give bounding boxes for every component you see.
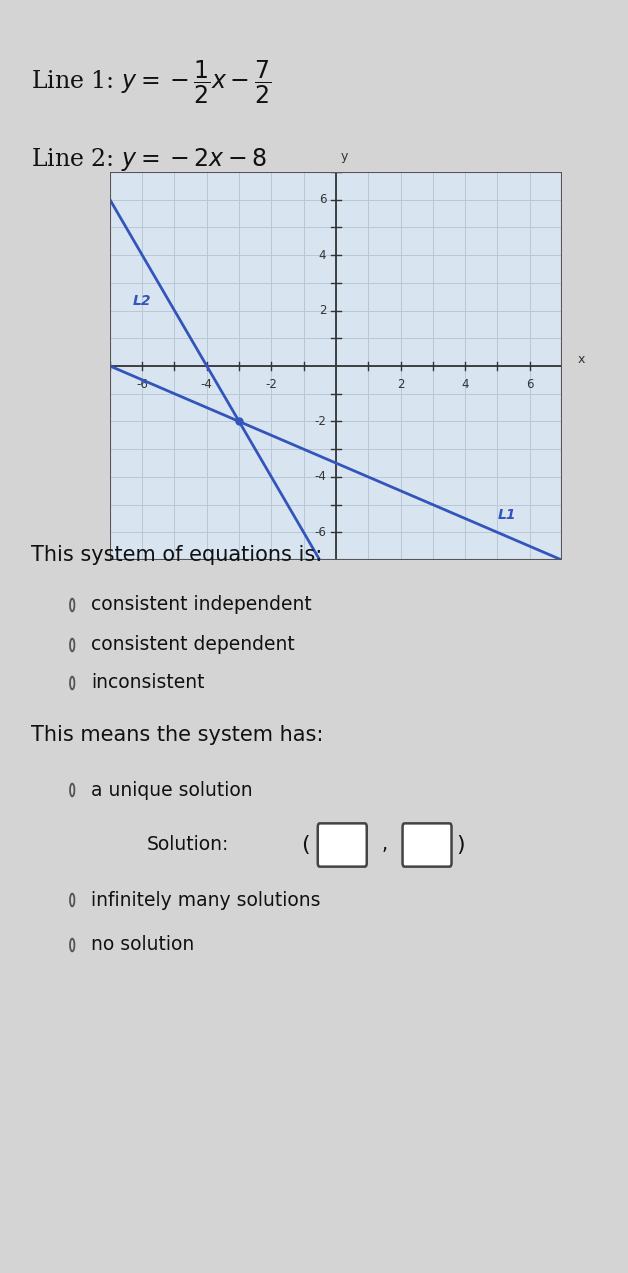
Text: Line 2: $y = -2x - 8$: Line 2: $y = -2x - 8$ (31, 145, 268, 173)
Text: Line 1: $y = -\dfrac{1}{2}x - \dfrac{7}{2}$: Line 1: $y = -\dfrac{1}{2}x - \dfrac{7}{… (31, 59, 272, 107)
Text: 2: 2 (319, 304, 327, 317)
Text: -2: -2 (315, 415, 327, 428)
Text: -4: -4 (201, 378, 213, 392)
Text: This means the system has:: This means the system has: (31, 726, 324, 745)
Text: This system of equations is:: This system of equations is: (31, 545, 323, 565)
Text: consistent independent: consistent independent (91, 596, 312, 615)
Text: L1: L1 (497, 508, 516, 522)
Text: -4: -4 (315, 471, 327, 484)
Text: 6: 6 (526, 378, 534, 392)
Text: -6: -6 (315, 526, 327, 538)
Text: no solution: no solution (91, 936, 194, 955)
Text: y: y (340, 150, 348, 163)
Text: Solution:: Solution: (147, 835, 230, 854)
Text: inconsistent: inconsistent (91, 673, 205, 693)
Text: consistent dependent: consistent dependent (91, 635, 295, 654)
Text: 4: 4 (462, 378, 469, 392)
Text: (: ( (301, 835, 310, 855)
Text: -6: -6 (136, 378, 148, 392)
Text: a unique solution: a unique solution (91, 780, 252, 799)
Text: infinitely many solutions: infinitely many solutions (91, 891, 320, 909)
Text: x: x (578, 353, 585, 365)
Text: ,: , (382, 835, 387, 854)
Text: -2: -2 (266, 378, 278, 392)
Text: L2: L2 (133, 294, 151, 308)
Text: ): ) (457, 835, 465, 855)
Text: 6: 6 (319, 193, 327, 206)
Text: 2: 2 (397, 378, 404, 392)
Text: 4: 4 (319, 248, 327, 261)
